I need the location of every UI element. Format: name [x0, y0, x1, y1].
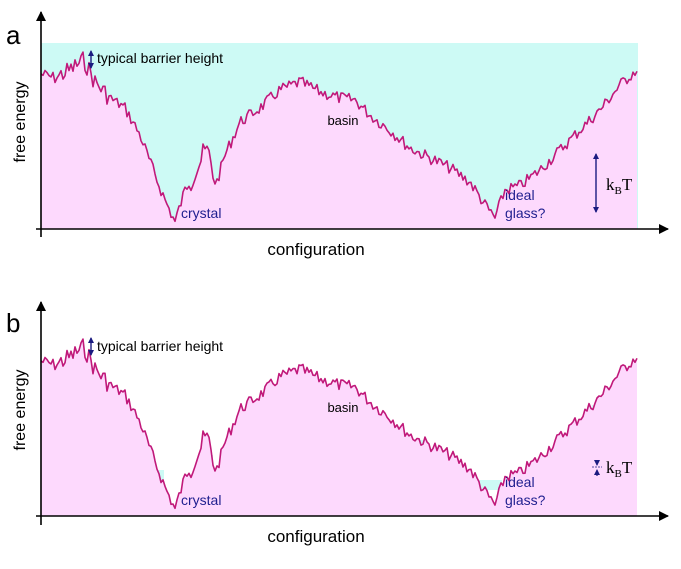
panel-a-basin-label: basin: [327, 113, 358, 128]
panel-b-landscape-fill: [41, 339, 637, 516]
panel-a-landscape-curve: [40, 51, 638, 223]
panel-b-kbt-arrow: [592, 460, 602, 476]
panel-b-x-axis-label: configuration: [267, 527, 364, 546]
panel-b-barrier-label: typical barrier height: [97, 338, 223, 354]
panel-a-x-axis-label: configuration: [267, 240, 364, 259]
panel-b-kbt-label: kBT: [606, 458, 633, 480]
panel-b-y-axis-label: free energy: [12, 370, 29, 451]
panel-b-glass-label-line1: ideal: [505, 474, 535, 490]
panel-a-landscape-fill: [41, 52, 637, 229]
panel-b-basin-label: basin: [327, 400, 358, 415]
panel-a-glass-label-line1: ideal: [505, 187, 535, 203]
panel-b-label: b: [6, 308, 20, 338]
panel-b: b free energy configuration typical barr…: [6, 301, 669, 546]
panel-a-glass-label-line2: glass?: [505, 205, 546, 221]
panel-a-label: a: [6, 20, 21, 50]
panel-a-crystal-label: crystal: [181, 205, 221, 221]
panel-a: a free energy configuration typical barr…: [6, 11, 669, 259]
panel-a-barrier-label: typical barrier height: [97, 50, 223, 66]
panel-b-crystal-label: crystal: [181, 492, 221, 508]
panel-b-glass-label-line2: glass?: [505, 492, 546, 508]
panel-a-kbt-label: kBT: [606, 175, 633, 197]
panel-b-landscape-curve: [40, 338, 638, 510]
panel-a-y-axis-label: free energy: [12, 82, 29, 163]
